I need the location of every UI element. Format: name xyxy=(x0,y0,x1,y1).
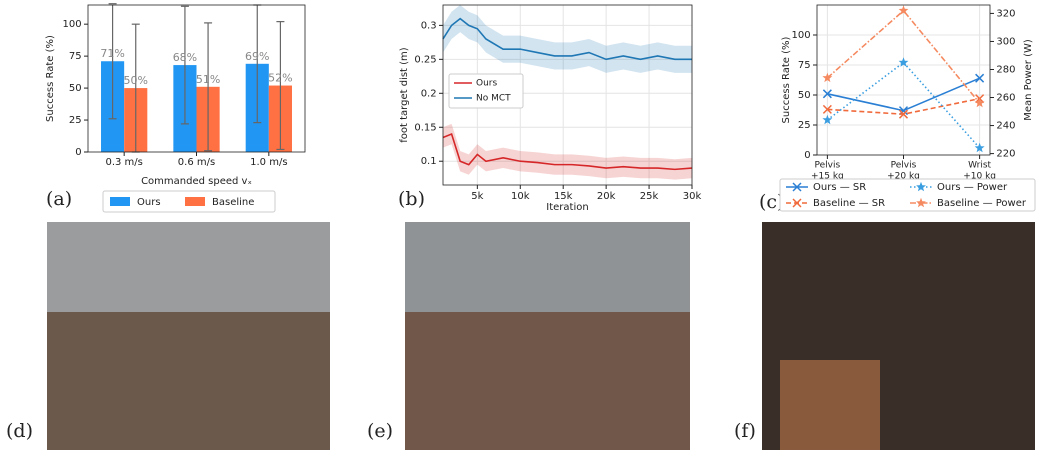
y-tick-label: 0 xyxy=(75,147,81,158)
x-tick-label: 10k xyxy=(511,191,530,202)
x-tick-label: 25k xyxy=(640,191,659,202)
y-tick-label: 100 xyxy=(792,30,811,41)
x-tick-label: 30k xyxy=(683,191,702,202)
x-tick-label: 0.6 m/s xyxy=(178,157,215,168)
value-label: 52% xyxy=(268,72,292,85)
panel-label: (a) xyxy=(46,188,72,210)
error-band xyxy=(443,5,692,73)
y-tick-label: 25 xyxy=(798,120,811,131)
y-axis-label: foot target dist (m) xyxy=(399,47,410,143)
y2-tick-label: 300 xyxy=(996,36,1015,47)
y-axis-label: Success Rate (%) xyxy=(45,35,56,122)
value-label: 51% xyxy=(196,73,220,86)
legend-label: No MCT xyxy=(476,94,511,104)
legend-label: Baseline — SR xyxy=(813,198,885,209)
photo-d-bg xyxy=(47,222,330,312)
photo-e-bg xyxy=(405,222,690,312)
x-tick-label: Pelvis xyxy=(815,161,841,171)
y2-tick-label: 320 xyxy=(996,8,1015,19)
legend-label: Ours — SR xyxy=(813,182,866,193)
value-label: 68% xyxy=(173,51,197,64)
y-tick-label: 25 xyxy=(69,115,82,126)
y2-tick-label: 260 xyxy=(996,93,1015,104)
y2-tick-label: 240 xyxy=(996,121,1015,132)
x-axis-label: Iteration xyxy=(546,202,588,213)
legend-label: Baseline xyxy=(212,197,254,208)
y-tick-label: 50 xyxy=(798,90,811,101)
x-tick-label: 15k xyxy=(554,191,573,202)
y-tick-label: 0.3 xyxy=(421,20,437,31)
y-tick-label: 75 xyxy=(798,60,811,71)
y2-tick-label: 220 xyxy=(996,149,1015,160)
value-label: 50% xyxy=(124,74,148,87)
legend-label: Ours — Power xyxy=(937,182,1008,193)
value-label: 69% xyxy=(245,50,269,63)
panel-label: (e) xyxy=(367,420,393,442)
panel-label: (b) xyxy=(398,188,425,210)
y2-tick-label: 280 xyxy=(996,64,1015,75)
y-tick-label: 50 xyxy=(69,83,82,94)
y-tick-label: 0.25 xyxy=(414,54,436,65)
legend-swatch xyxy=(185,197,205,206)
y-axis-label: Success Rate (%) xyxy=(781,36,792,123)
x-axis-label: Commanded speed vₓ xyxy=(141,176,252,187)
x-tick-label: 1.0 m/s xyxy=(250,157,287,168)
y-tick-label: 0 xyxy=(804,150,810,161)
figure: (a) (b) (c) (d) (e) (f) 02550751000.3 m/… xyxy=(0,0,1039,450)
panel-label: (f) xyxy=(734,420,756,442)
legend-label: Ours xyxy=(137,197,161,208)
error-band xyxy=(443,124,692,180)
y-tick-label: 0.1 xyxy=(421,156,437,167)
legend-swatch xyxy=(110,197,130,206)
x-tick-label: Wrist xyxy=(968,161,991,171)
x-tick-label: Pelvis xyxy=(891,161,917,171)
legend-label: Ours xyxy=(476,79,497,89)
value-label: 71% xyxy=(100,47,124,60)
photo-f-step xyxy=(780,360,880,450)
y-tick-label: 0.2 xyxy=(421,88,437,99)
y-tick-label: 100 xyxy=(63,19,82,30)
y-tick-label: 0.15 xyxy=(414,122,436,133)
x-tick-label: 20k xyxy=(597,191,616,202)
x-tick-label: 5k xyxy=(471,191,483,202)
legend-label: Baseline — Power xyxy=(937,198,1027,209)
y-tick-label: 75 xyxy=(69,51,82,62)
x-tick-label: 0.3 m/s xyxy=(105,157,142,168)
y2-axis-label: Mean Power (W) xyxy=(1023,39,1034,121)
panel-label: (d) xyxy=(6,420,33,442)
